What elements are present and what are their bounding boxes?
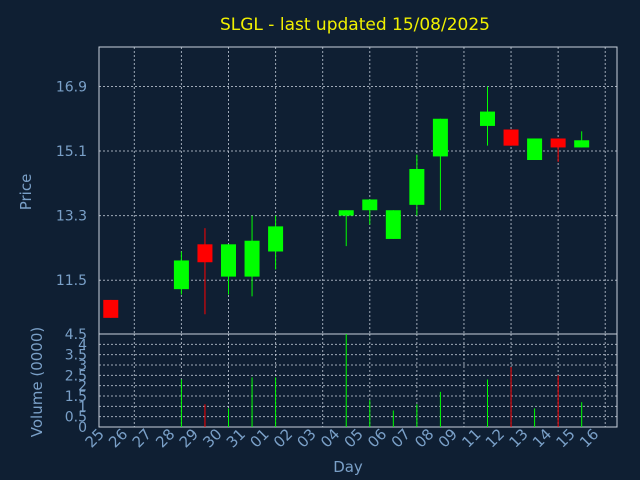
candle-body: [197, 244, 213, 263]
price-tick-label: 11.5: [56, 273, 87, 289]
x-tick-label: 09: [435, 425, 461, 451]
candle-body: [268, 226, 284, 252]
x-tick-label: 31: [223, 425, 249, 451]
x-tick-label: 02: [270, 425, 296, 451]
x-tick-label: 07: [388, 425, 414, 451]
x-tick-label: 05: [341, 425, 367, 451]
price-panel: 11.5 13.3 15.1 16.9: [56, 46, 618, 335]
x-tick-label: 27: [129, 425, 155, 451]
x-tick-label: 08: [411, 425, 437, 451]
x-tick-label: 14: [529, 425, 555, 451]
candle-body: [574, 140, 590, 148]
volume-tick-label: 4.5: [65, 327, 87, 343]
x-axis: 2526272829303101020304050607080911121314…: [82, 425, 603, 451]
candle-body: [244, 240, 260, 277]
chart-title: SLGL - last updated 15/08/2025: [220, 15, 490, 35]
candle-body: [362, 199, 378, 211]
volume-plot-frame: [98, 333, 618, 428]
volume-panel: 00.511.522.533.544.5: [65, 327, 618, 436]
candle-body: [221, 244, 236, 277]
x-tick-label: 01: [246, 425, 272, 451]
price-tick-label: 13.3: [56, 209, 87, 225]
candle-body: [527, 138, 543, 161]
x-axis-label: Day: [333, 458, 363, 476]
volume-tick-label: 2.5: [65, 368, 87, 384]
x-tick-label: 12: [482, 425, 508, 451]
x-tick-label: 04: [317, 425, 343, 451]
x-tick-label: 15: [553, 425, 579, 451]
volume-tick-label: 3: [78, 358, 87, 374]
candle-body: [103, 299, 119, 318]
volume-tick-label: 1.5: [65, 389, 87, 405]
candle-body: [480, 111, 495, 126]
volume-axis-label: Volume (0000): [28, 327, 46, 437]
candle-body: [503, 129, 519, 146]
candle-body: [432, 118, 448, 157]
candle-body: [173, 260, 189, 290]
candle-body: [385, 210, 401, 239]
volume-tick-label: 0.5: [65, 410, 87, 426]
x-tick-label: 11: [458, 425, 484, 451]
x-tick-label: 28: [152, 425, 178, 451]
x-tick-label: 30: [199, 425, 225, 451]
price-tick-label: 15.1: [56, 144, 87, 160]
volume-tick-label: 4: [78, 337, 87, 353]
candle-body: [409, 168, 425, 205]
x-tick-label: 06: [364, 425, 390, 451]
volume-tick-label: 3.5: [65, 348, 87, 364]
x-tick-label: 29: [176, 425, 202, 451]
price-tick-label: 16.9: [56, 79, 87, 95]
volume-tick-label: 2: [78, 379, 87, 395]
price-plot-frame: [98, 46, 618, 335]
volume-tick-label: 0: [78, 420, 87, 436]
candle-body: [550, 138, 566, 148]
x-tick-label: 13: [505, 425, 531, 451]
x-tick-label: 16: [576, 425, 602, 451]
x-tick-label: 03: [294, 425, 320, 451]
candle-body: [338, 210, 354, 216]
price-axis-label: Price: [17, 174, 35, 211]
volume-tick-label: 1: [78, 399, 87, 415]
x-tick-label: 26: [105, 425, 131, 451]
